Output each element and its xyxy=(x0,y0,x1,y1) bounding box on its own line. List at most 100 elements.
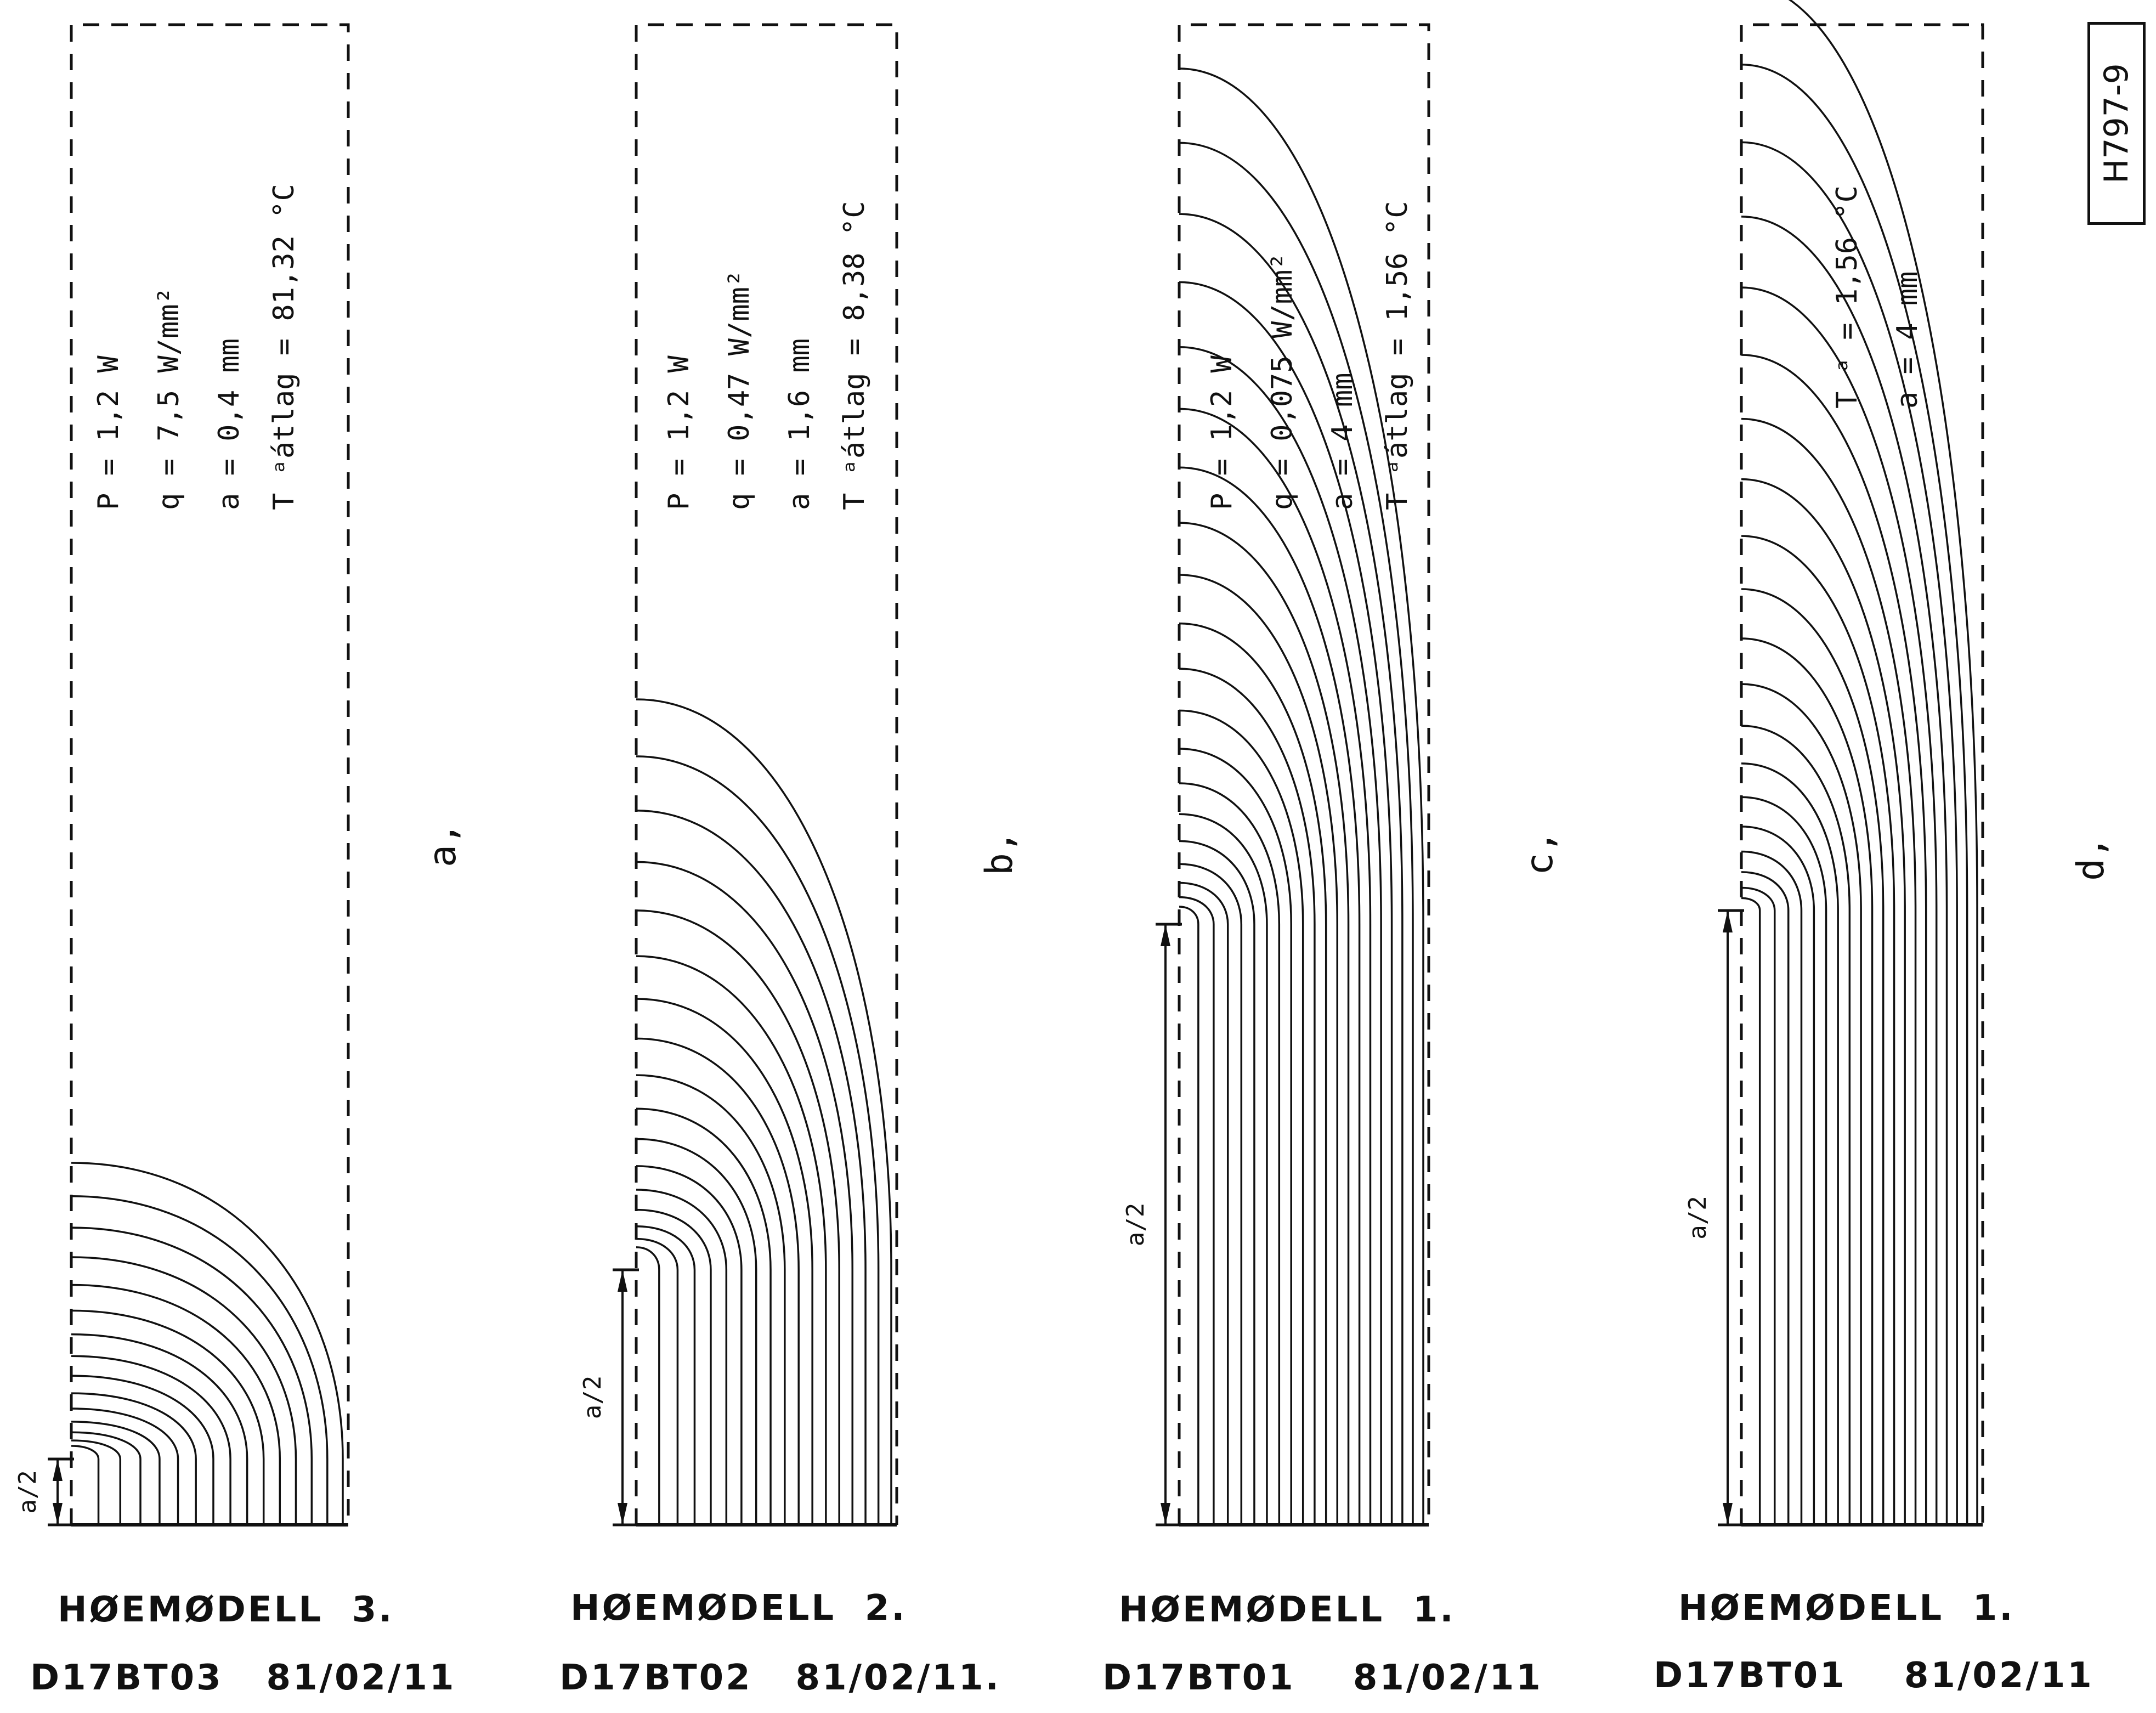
isotherm-contour xyxy=(71,1195,329,1525)
parameter-label: a = 4 mm xyxy=(1326,373,1359,510)
parameter-label: P = 1,2 W xyxy=(92,355,125,510)
isotherm-contour xyxy=(636,755,880,1525)
domain-outline-b xyxy=(635,23,898,1525)
panel-label-c: c, xyxy=(1518,830,1561,875)
parameter-label: a = 1,6 mm xyxy=(783,338,816,510)
panel-label-b: b, xyxy=(978,830,1021,875)
domain-outline-d xyxy=(1740,23,1984,1525)
isotherm-contour xyxy=(1179,408,1372,1525)
isotherm-contour xyxy=(636,1138,757,1525)
arrowhead-icon xyxy=(53,1459,63,1481)
arrowhead-icon xyxy=(1161,1503,1170,1525)
arrowhead-icon xyxy=(618,1270,627,1292)
parameter-label: T ᵃátlag = 81,32 °C xyxy=(268,184,301,510)
isotherm-contour xyxy=(71,1375,214,1525)
isotherm-contour xyxy=(1741,354,1927,1525)
isotherm-contour xyxy=(71,1333,248,1525)
isotherm-contour xyxy=(71,1392,197,1525)
isotherm-contour xyxy=(1179,142,1414,1525)
arrowhead-icon xyxy=(53,1503,63,1525)
isotherm-contour xyxy=(71,1226,313,1525)
model-caption-d: HØEMØDELL 1. xyxy=(1678,1588,2015,1629)
isotherm-contour xyxy=(1179,906,1199,1525)
model-caption-a: HØEMØDELL 3. xyxy=(58,1590,394,1630)
isotherm-contour xyxy=(1741,535,1895,1525)
isotherm-contour xyxy=(1741,286,1938,1525)
isotherm-contour xyxy=(1179,522,1350,1525)
isotherm-contour xyxy=(636,1237,679,1525)
parameter-label: q = 0,075 W/mm² xyxy=(1266,252,1299,510)
isotherm-contour xyxy=(71,1309,265,1525)
isotherm-contour xyxy=(636,1165,743,1525)
isotherm-contour xyxy=(1741,725,1851,1525)
isotherm-contour xyxy=(71,1162,344,1525)
isotherm-contour xyxy=(636,1107,772,1525)
panel-c: a/2 P = 1,2 W q = 0,075 W/mm² a = 4 mm T ᵃát… xyxy=(1122,23,1561,1527)
isotherm-contour xyxy=(1741,216,1948,1525)
isotherm-contour xyxy=(1741,796,1827,1525)
isotherm-contour xyxy=(71,1445,100,1525)
isotherm-contour xyxy=(1179,346,1382,1525)
isotherm-contour xyxy=(1179,67,1424,1525)
sheet-id-box: H797-9 xyxy=(2087,22,2146,225)
domain-outline-a xyxy=(70,23,350,1525)
isotherm-contour xyxy=(636,909,840,1525)
isotherm-contour xyxy=(636,1037,800,1525)
isotherm-contour xyxy=(1179,863,1243,1525)
parameter-label: q = 0,47 W/mm² xyxy=(723,270,756,510)
isotherm-contour xyxy=(71,1421,161,1525)
panel-label-d: d, xyxy=(2069,836,2113,881)
isotherm-contour xyxy=(636,998,813,1525)
run-caption-a: D17BT03 81/02/11 xyxy=(30,1658,456,1698)
isotherm-contour xyxy=(636,955,827,1525)
domain-outline-c xyxy=(1178,23,1430,1525)
model-caption-b: HØEMØDELL 2. xyxy=(570,1588,907,1629)
isotherm-contour xyxy=(1741,63,1968,1525)
isotherm-contour xyxy=(1179,213,1404,1525)
isotherm-contour xyxy=(71,1407,179,1525)
isotherm-contour xyxy=(636,698,892,1525)
isotherm-contour xyxy=(1179,466,1361,1525)
isotherm-contour xyxy=(1741,683,1862,1525)
half-width-label-a: a/2 xyxy=(14,1470,42,1513)
isotherm-contour xyxy=(1179,840,1255,1525)
parameter-label: a = 0,4 mm xyxy=(213,338,246,510)
panel-label-a: a, xyxy=(421,822,465,867)
isotherm-contour xyxy=(1741,478,1906,1525)
half-width-label-d: a/2 xyxy=(1684,1196,1712,1239)
isotherm-contour xyxy=(636,1225,696,1525)
panel-b: a/2 P = 1,2 W q = 0,47 W/mm² a = 1,6 mm T ᵃá… xyxy=(579,23,1021,1527)
isotherm-contour xyxy=(636,1208,712,1525)
isotherm-contour xyxy=(636,1189,728,1525)
parameter-label: T ᵃátlag = 8,38 °C xyxy=(838,201,871,510)
isotherm-contour xyxy=(71,1439,122,1525)
isotherm-contour xyxy=(1179,896,1215,1525)
isotherm-contour xyxy=(1741,637,1874,1525)
parameter-label: T ᵃ = 1,56 °C xyxy=(1831,185,1864,409)
isotherm-contour xyxy=(71,1431,142,1525)
isotherm-contour xyxy=(1179,668,1316,1525)
isotherm-contour xyxy=(1741,588,1885,1525)
isotherm-contour xyxy=(1179,574,1339,1525)
isotherm-contour xyxy=(71,1355,231,1525)
parameter-label: T ᵃátlag = 1,56 °C xyxy=(1381,201,1414,510)
arrowhead-icon xyxy=(1723,1503,1733,1525)
isotherm-contour xyxy=(1741,897,1761,1525)
parameter-label: a = 4 mm xyxy=(1891,272,1924,409)
isotherm-contour xyxy=(1741,417,1917,1525)
isotherm-contour xyxy=(1179,813,1268,1525)
isotherm-contour xyxy=(1179,281,1393,1525)
half-width-label-c: a/2 xyxy=(1122,1203,1150,1246)
isotherm-contour xyxy=(1741,871,1790,1525)
run-caption-d: D17BT01 81/02/11 xyxy=(1654,1655,2094,1696)
isotherm-contour xyxy=(1741,886,1776,1525)
panel-d: a/2 T ᵃ = 1,56 °C a = 4 mm d, xyxy=(1684,0,2113,1527)
sheet-id: H797-9 xyxy=(2097,63,2136,184)
isotherm-contour xyxy=(1788,0,1978,1525)
isotherm-contour xyxy=(1179,881,1229,1525)
isotherm-contour xyxy=(1179,748,1292,1525)
arrowhead-icon xyxy=(1723,911,1733,932)
parameter-label: q = 7,5 W/mm² xyxy=(152,287,185,510)
isotherm-contour xyxy=(1179,782,1281,1525)
